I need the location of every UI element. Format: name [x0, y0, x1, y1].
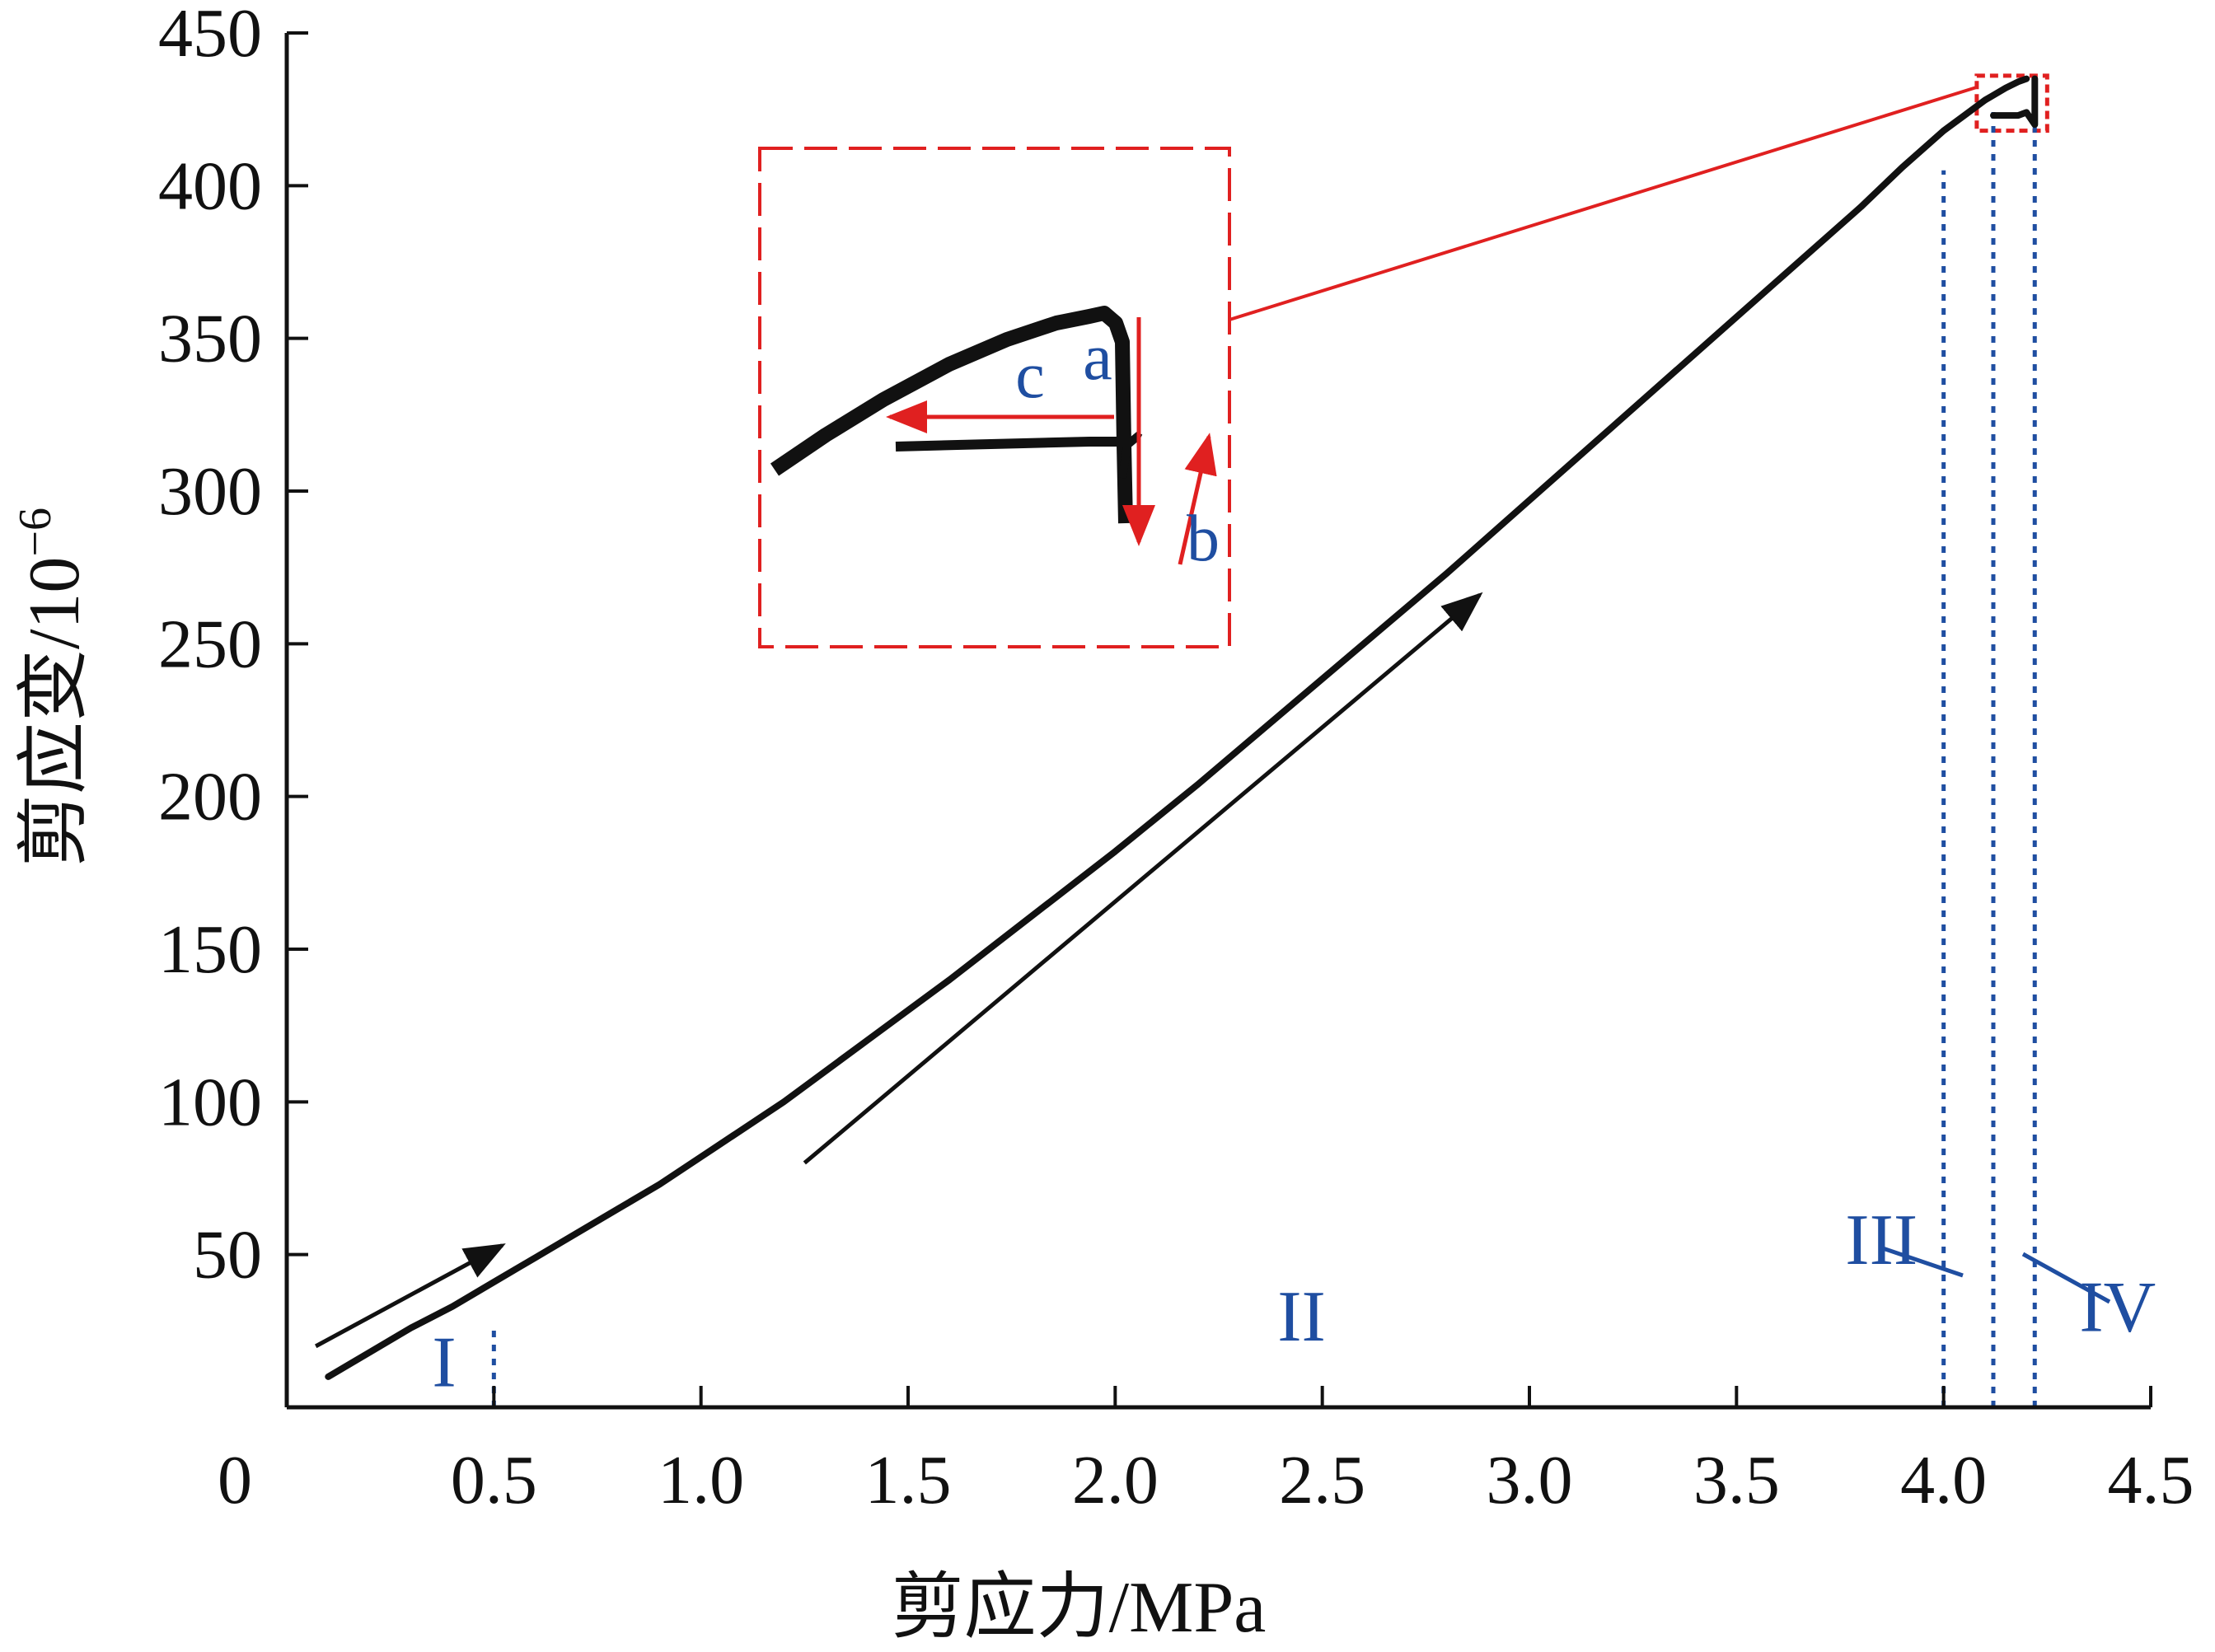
inset-curve-group: a b c — [770, 306, 1220, 575]
y-tick-label: 200 — [158, 759, 262, 835]
inset-layer: a b c — [758, 73, 2049, 648]
y-tick-label: 250 — [158, 606, 262, 682]
leader-line-III — [1882, 1246, 1964, 1278]
inset-curve-loading — [770, 306, 1133, 524]
inset-label-c: c — [1015, 339, 1045, 412]
y-axis-title-main: 剪应变/10 — [15, 557, 95, 867]
leader-line-IV — [2021, 1252, 2111, 1304]
x-tick-label: 2.0 — [1072, 1442, 1159, 1519]
series-layer — [325, 75, 2039, 1380]
region-label-4: IV — [2079, 1268, 2156, 1348]
y-tick-label: 300 — [158, 453, 262, 530]
y-tick-label: 400 — [158, 147, 262, 224]
x-tick-label: 4.5 — [2108, 1442, 2194, 1519]
x-tick-label: 4.0 — [1900, 1442, 1987, 1519]
axes — [284, 31, 2152, 1410]
inset-label-a: a — [1083, 321, 1112, 394]
x-tick-label: 3.0 — [1487, 1442, 1573, 1519]
x-tick-label: 1.5 — [865, 1442, 952, 1519]
inset-frame — [758, 147, 1231, 648]
y-tick-label: 100 — [158, 1064, 262, 1140]
x-tick-label: 0 — [218, 1442, 252, 1519]
x-axis-title: 剪应力/MPa — [892, 1568, 1267, 1648]
y-tick-label: 450 — [158, 0, 262, 72]
boundary-lines — [491, 109, 2037, 1407]
x-tick-label: 0.5 — [451, 1442, 537, 1519]
region-label-2: II — [1277, 1277, 1326, 1357]
y-tick-label: 150 — [158, 911, 262, 988]
y-tick-label: 50 — [193, 1217, 262, 1294]
direction-arrow-0 — [314, 1243, 506, 1349]
x-tick-label: 1.0 — [658, 1442, 744, 1519]
region-label-1: I — [432, 1322, 456, 1402]
x-tick-label: 2.5 — [1279, 1442, 1365, 1519]
y-tick-label: 350 — [158, 301, 262, 377]
direction-arrows — [314, 592, 1483, 1349]
series-line-0 — [325, 75, 2030, 1380]
zoom-box — [1974, 73, 2049, 133]
inset-curve-unloading — [895, 437, 1127, 452]
series-line-1 — [1990, 75, 2039, 129]
inset-label-b: b — [1187, 503, 1220, 575]
direction-arrow-1 — [803, 592, 1483, 1165]
y-axis-title-superscript: −6 — [10, 508, 61, 557]
y-axis-title: 剪应变/10−6 — [10, 508, 95, 867]
inset-arrow-b — [1178, 433, 1217, 565]
labels-layer: 0 0.5 1.0 1.5 2.0 2.5 3.0 3.5 4.0 4.5 50 100 150 200 2… — [10, 0, 2194, 1648]
inset-connector — [1229, 85, 1978, 321]
x-tick-label: 3.5 — [1693, 1442, 1780, 1519]
region-label-3: III — [1845, 1200, 1918, 1280]
